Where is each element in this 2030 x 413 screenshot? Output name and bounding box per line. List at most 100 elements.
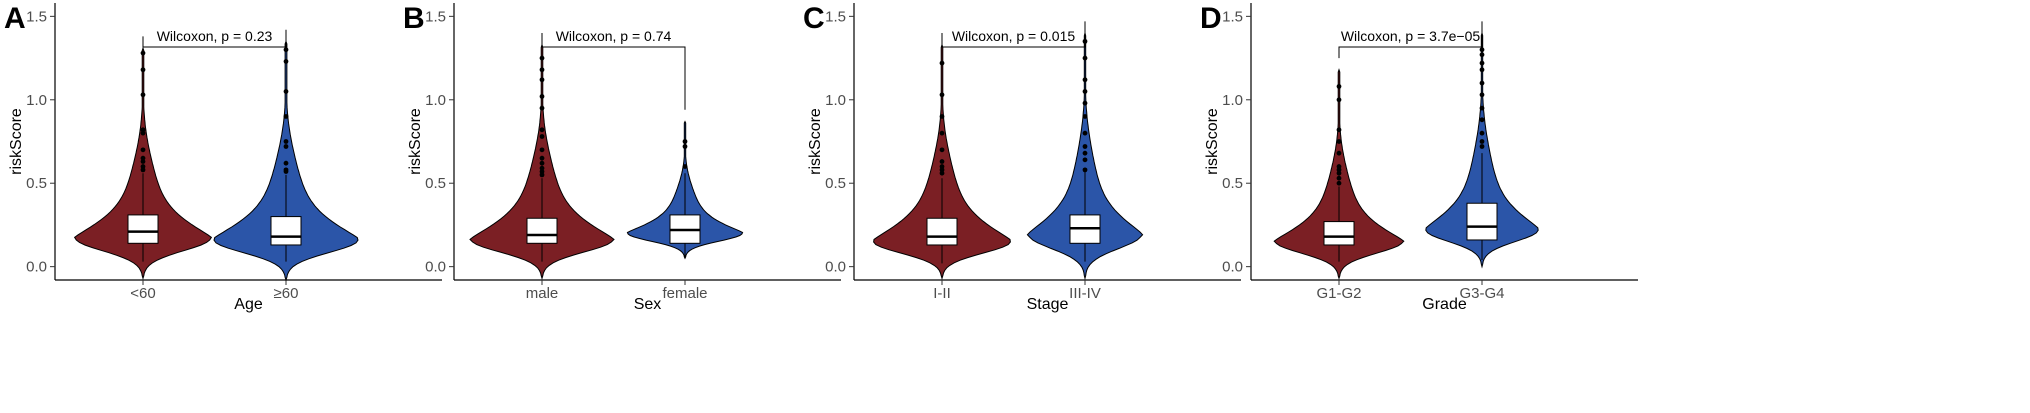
outlier-point xyxy=(1337,127,1342,132)
y-tick-label: 0.0 xyxy=(425,259,446,276)
outlier-point xyxy=(1337,139,1342,144)
y-tick-label: 0.5 xyxy=(425,175,446,192)
y-tick-label: 0.0 xyxy=(1222,259,1243,276)
box-iqr xyxy=(128,215,158,243)
outlier-point xyxy=(1337,97,1342,102)
outlier-point xyxy=(940,92,945,97)
outlier-point xyxy=(1337,84,1342,89)
y-tick-label: 1.5 xyxy=(1222,8,1243,25)
outlier-point xyxy=(1083,114,1088,119)
wilcoxon-label: Wilcoxon, p = 0.74 xyxy=(556,28,672,44)
outlier-point xyxy=(1480,117,1485,122)
y-tick-label: 0.5 xyxy=(26,175,47,192)
significance-bracket xyxy=(542,33,685,110)
panel-letter: B xyxy=(403,2,425,35)
y-tick-label: 1.0 xyxy=(1222,92,1243,109)
outlier-point xyxy=(1480,52,1485,57)
panel-c: C 0.0 0.5 1.0 1.5 riskScore Stage I-II III-IV Wil… xyxy=(803,2,1241,313)
outlier-point xyxy=(540,106,545,111)
box-iqr xyxy=(1467,203,1497,240)
outlier-point xyxy=(1480,67,1485,72)
outlier-point xyxy=(540,127,545,132)
wilcoxon-label: Wilcoxon, p = 3.7e−05 xyxy=(1341,28,1481,44)
y-axis-title: riskScore xyxy=(1204,108,1221,175)
x-axis-title: Age xyxy=(234,296,263,313)
outlier-point xyxy=(1480,106,1485,111)
x-tick-label: G3-G4 xyxy=(1459,285,1504,302)
outlier-point xyxy=(1083,157,1088,162)
x-tick-label: III-IV xyxy=(1069,285,1101,302)
outlier-point xyxy=(1083,167,1088,172)
outlier-point xyxy=(683,139,688,144)
box-iqr xyxy=(271,217,301,245)
x-axis-title: Stage xyxy=(1027,296,1069,313)
y-tick-label: 0.5 xyxy=(1222,175,1243,192)
wilcoxon-label: Wilcoxon, p = 0.23 xyxy=(157,28,273,44)
panel-letter: A xyxy=(4,2,26,35)
outlier-point xyxy=(1337,176,1342,181)
outlier-point xyxy=(1337,151,1342,156)
outlier-point xyxy=(1083,144,1088,149)
outlier-point xyxy=(1480,144,1485,149)
outlier-point xyxy=(1083,101,1088,106)
outlier-point xyxy=(540,56,545,61)
outlier-point xyxy=(940,147,945,152)
outlier-point xyxy=(940,131,945,136)
outlier-point xyxy=(1337,181,1342,186)
outlier-point xyxy=(540,77,545,82)
outlier-point xyxy=(141,147,146,152)
outlier-point xyxy=(940,164,945,169)
outlier-point xyxy=(1083,151,1088,156)
outlier-point xyxy=(540,67,545,72)
y-axis-title: riskScore xyxy=(407,108,424,175)
outlier-point xyxy=(284,114,289,119)
y-tick-label: 1.0 xyxy=(26,92,47,109)
x-axis-title: Sex xyxy=(634,296,662,313)
y-tick-label: 1.5 xyxy=(825,8,846,25)
outlier-point xyxy=(540,156,545,161)
y-tick-label: 1.5 xyxy=(26,8,47,25)
outlier-point xyxy=(540,94,545,99)
outlier-point xyxy=(1480,81,1485,86)
x-tick-label: male xyxy=(526,285,559,302)
outlier-point xyxy=(284,59,289,64)
violin-figure: A0.00.51.01.5riskScoreAge<60 ≥60Wilcoxon,… xyxy=(0,0,2030,413)
wilcoxon-label: Wilcoxon, p = 0.015 xyxy=(952,28,1076,44)
outlier-point xyxy=(540,134,545,139)
outlier-point xyxy=(1337,164,1342,169)
y-tick-label: 1.5 xyxy=(425,8,446,25)
x-tick-label: ≥60 xyxy=(274,285,299,302)
outlier-point xyxy=(1480,139,1485,144)
x-tick-label: I-II xyxy=(933,285,951,302)
y-tick-label: 1.0 xyxy=(425,92,446,109)
panel-b: B 0.0 0.5 1.0 1.5 riskScore Sex male female Wilco… xyxy=(403,2,841,313)
box-iqr xyxy=(1324,222,1354,245)
outlier-point xyxy=(141,164,146,169)
outlier-point xyxy=(540,147,545,152)
y-tick-label: 0.5 xyxy=(825,175,846,192)
y-tick-label: 0.0 xyxy=(825,259,846,276)
outlier-point xyxy=(540,161,545,166)
outlier-point xyxy=(1083,131,1088,136)
y-axis-title: riskScore xyxy=(807,108,824,175)
outlier-point xyxy=(940,159,945,164)
outlier-point xyxy=(141,92,146,97)
outlier-point xyxy=(1480,47,1485,52)
y-axis-title: riskScore xyxy=(8,108,25,175)
y-tick-label: 0.0 xyxy=(26,259,47,276)
box-iqr xyxy=(927,218,957,245)
outlier-point xyxy=(940,114,945,119)
outlier-point xyxy=(683,144,688,149)
box-iqr xyxy=(527,218,557,243)
outlier-point xyxy=(141,67,146,72)
outlier-point xyxy=(1480,131,1485,136)
outlier-point xyxy=(284,167,289,172)
panel-letter: C xyxy=(803,2,825,35)
outlier-point xyxy=(940,61,945,66)
outlier-point xyxy=(141,51,146,56)
outlier-point xyxy=(1480,61,1485,66)
outlier-point xyxy=(141,127,146,132)
outlier-point xyxy=(1083,77,1088,82)
outlier-point xyxy=(683,164,688,169)
outlier-point xyxy=(284,47,289,52)
